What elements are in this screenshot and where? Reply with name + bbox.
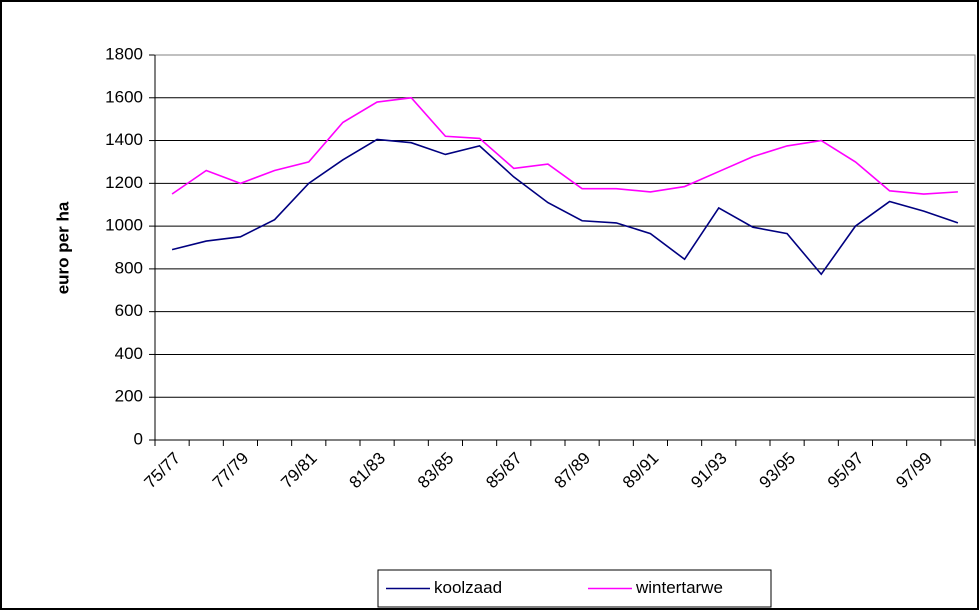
y-tick-label: 0	[134, 429, 143, 448]
legend-label: koolzaad	[434, 578, 502, 597]
series-line	[171, 138, 959, 276]
series-line	[171, 96, 958, 195]
y-tick-label: 200	[115, 387, 143, 406]
y-tick-label: 600	[115, 301, 143, 320]
y-tick-label: 1800	[105, 44, 143, 63]
legend-label: wintertarwe	[635, 578, 723, 597]
y-tick-label: 1200	[105, 173, 143, 192]
y-tick-label: 1000	[105, 216, 143, 235]
y-tick-label: 1400	[105, 130, 143, 149]
y-tick-label: 800	[115, 258, 143, 277]
y-tick-label: 1600	[105, 87, 143, 106]
legend-box	[377, 569, 772, 608]
y-axis-label: euro per ha	[53, 201, 72, 294]
y-tick-label: 400	[115, 344, 143, 363]
